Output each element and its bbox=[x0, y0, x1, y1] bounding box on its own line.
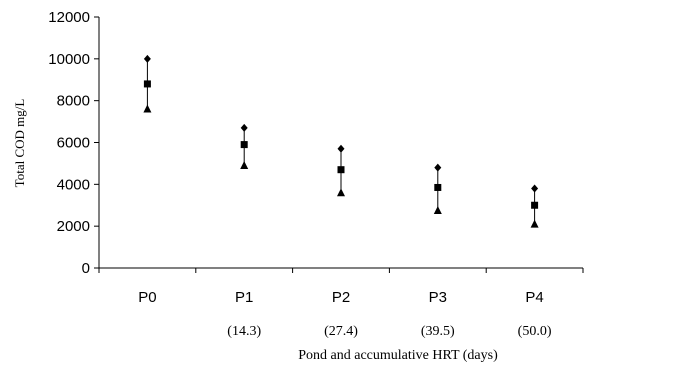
square-marker bbox=[434, 183, 442, 191]
y-tick-label: 8000 bbox=[57, 93, 90, 110]
hrt-label: (14.3) bbox=[227, 324, 261, 339]
diamond-marker bbox=[434, 163, 442, 172]
y-axis-label: Total COD mg/L bbox=[12, 99, 27, 188]
triangle-marker bbox=[433, 205, 442, 214]
data-marks bbox=[143, 54, 539, 228]
hrt-label: (39.5) bbox=[421, 324, 455, 339]
triangle-marker bbox=[530, 219, 539, 228]
diamond-marker bbox=[337, 144, 345, 153]
triangle-marker bbox=[337, 188, 345, 197]
y-tick-label: 6000 bbox=[57, 135, 90, 152]
triangle-marker bbox=[240, 161, 249, 170]
hrt-label: (50.0) bbox=[518, 324, 552, 339]
diamond-marker bbox=[240, 123, 248, 132]
hrt-label: (27.4) bbox=[324, 324, 358, 339]
x-tick-label: P3 bbox=[429, 289, 447, 306]
diamond-marker bbox=[143, 54, 151, 63]
x-tick-label: P4 bbox=[525, 289, 543, 306]
y-tick-label: 2000 bbox=[57, 218, 90, 235]
x-tick-label: P2 bbox=[332, 289, 350, 306]
y-tick-label: 4000 bbox=[57, 176, 90, 193]
axes bbox=[98, 17, 583, 269]
x-axis-label: Pond and accumulative HRT (days) bbox=[298, 348, 498, 363]
square-marker bbox=[531, 201, 539, 209]
y-tick-label: 12000 bbox=[48, 9, 90, 26]
y-tick-label: 10000 bbox=[48, 51, 90, 68]
square-marker bbox=[337, 166, 345, 174]
square-marker bbox=[143, 80, 151, 88]
x-tick-label: P0 bbox=[138, 289, 156, 306]
y-tick-label: 0 bbox=[82, 260, 90, 277]
square-marker bbox=[240, 141, 248, 149]
triangle-marker bbox=[143, 104, 152, 113]
diamond-marker bbox=[531, 184, 539, 193]
y-ticks: 0 2000 4000 6000 8000 10000 12000 bbox=[48, 9, 99, 277]
x-ticks: P0 P1 (14.3) P2 (27.4) P3 (39.5) P4 (50.0) bbox=[98, 268, 584, 339]
x-tick-label: P1 bbox=[235, 289, 253, 306]
